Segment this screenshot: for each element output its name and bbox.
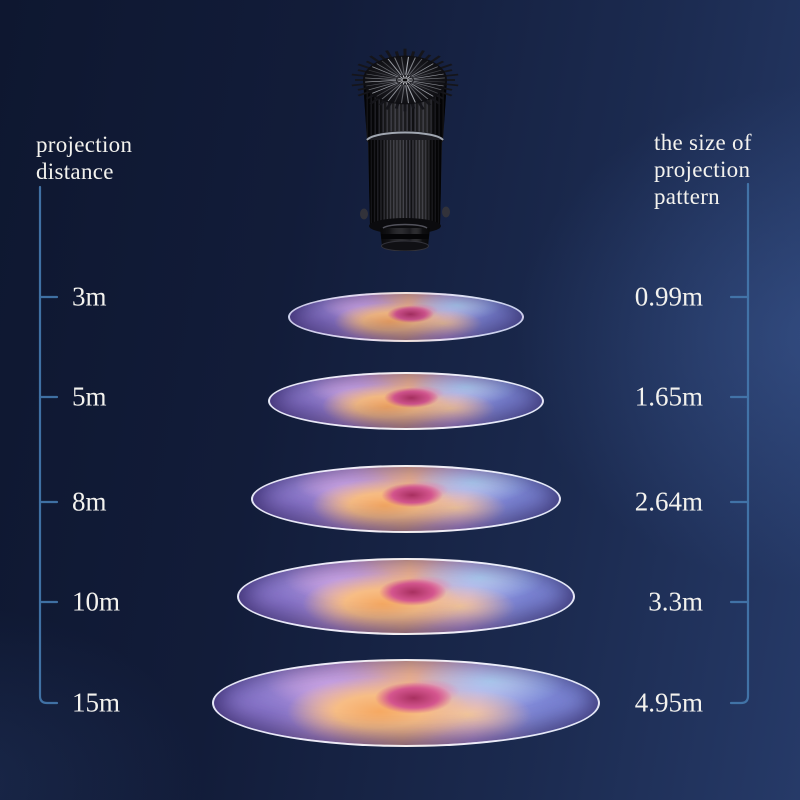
left-axis-spine <box>38 185 59 705</box>
right-axis-title-line2: projection <box>654 157 751 183</box>
projection-pattern-ellipse <box>212 659 600 747</box>
distance-label: 8m <box>72 486 107 517</box>
size-label: 2.64m <box>634 486 703 517</box>
left-axis-title-line1: projection <box>36 132 133 157</box>
right-axis-spine <box>729 182 750 705</box>
distance-label: 15m <box>72 687 121 718</box>
projection-pattern-ellipse <box>251 465 561 533</box>
size-label: 3.3m <box>648 586 703 617</box>
device-body <box>360 140 450 234</box>
right-axis-title: the size of projection pattern <box>654 129 752 210</box>
left-axis-title-line2: distance <box>36 159 114 185</box>
size-label: 4.95m <box>634 687 703 718</box>
right-axis-title-line3: pattern <box>654 184 720 210</box>
right-axis-title-line1: the size of <box>654 130 752 155</box>
right-axis-line <box>729 182 750 705</box>
lens-barrel <box>380 223 430 251</box>
left-axis-line <box>38 185 59 705</box>
left-axis-title: projection distance <box>36 131 132 185</box>
projector-lamp-image <box>351 48 459 251</box>
size-label: 0.99m <box>634 281 703 312</box>
distance-label: 3m <box>72 281 107 312</box>
size-label: 1.65m <box>634 381 703 412</box>
heatsink-fins-icon <box>351 48 459 149</box>
projection-pattern-ellipse <box>268 372 544 430</box>
distance-label: 10m <box>72 586 121 617</box>
projection-pattern-ellipse <box>237 558 575 635</box>
projection-pattern-ellipse <box>288 292 524 342</box>
distance-label: 5m <box>72 381 107 412</box>
